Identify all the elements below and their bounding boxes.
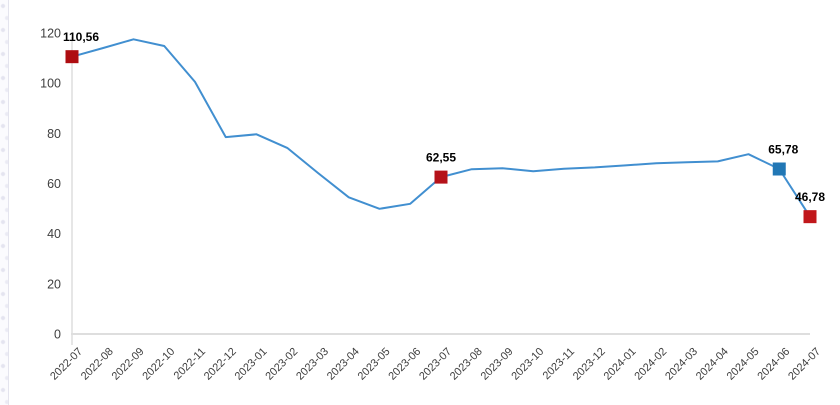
x-tick-label: 2023-11 — [541, 346, 577, 382]
data-point-value-label: 62,55 — [426, 151, 456, 165]
x-tick-label: 2024-03 — [663, 346, 700, 383]
data-point-value-label: 46,78 — [795, 190, 825, 204]
x-tick-label: 2024-04 — [694, 346, 731, 383]
x-tick-label: 2024-07 — [786, 346, 823, 383]
data-point-marker[interactable] — [772, 162, 786, 176]
y-tick-label: 80 — [47, 127, 61, 141]
x-tick-label: 2022-09 — [110, 346, 147, 383]
x-tick-label: 2023-10 — [509, 346, 546, 383]
x-tick-label: 2023-05 — [356, 346, 393, 383]
y-tick-label: 40 — [47, 227, 61, 241]
x-tick-label: 2024-05 — [725, 346, 762, 383]
x-tick-label: 2022-11 — [172, 346, 208, 382]
x-tick-label: 2023-08 — [448, 346, 485, 383]
x-tick-label: 2023-06 — [386, 346, 423, 383]
data-point-marker[interactable] — [65, 50, 79, 64]
data-point-marker[interactable] — [803, 210, 817, 224]
data-line — [71, 38, 811, 218]
x-tick-label: 2023-03 — [294, 346, 331, 383]
data-point-value-label: 110,56 — [63, 30, 99, 44]
x-tick-label: 2023-07 — [417, 346, 454, 383]
x-tick-label: 2022-08 — [79, 346, 116, 383]
data-point-value-label: 65,78 — [768, 143, 798, 157]
x-tick-label: 2023-04 — [325, 346, 362, 383]
y-tick-label: 20 — [47, 277, 61, 291]
y-tick-label: 60 — [47, 177, 61, 191]
page-edge-pattern — [0, 0, 9, 405]
y-tick-label: 100 — [40, 77, 61, 91]
x-tick-label: 2023-09 — [479, 346, 516, 383]
x-tick-label: 2022-07 — [48, 346, 85, 383]
x-tick-label: 2022-12 — [202, 346, 239, 383]
x-tick-label: 2023-12 — [571, 346, 608, 383]
x-tick-label: 2024-01 — [602, 346, 639, 383]
x-tick-label: 2023-01 — [233, 346, 270, 383]
x-tick-label: 2024-06 — [755, 346, 792, 383]
x-tick-label: 2024-02 — [632, 346, 669, 383]
y-tick-label: 0 — [54, 328, 61, 342]
y-tick-label: 120 — [40, 27, 61, 41]
x-tick-label: 2023-02 — [263, 346, 300, 383]
x-tick-label: 2022-10 — [140, 346, 177, 383]
data-point-marker[interactable] — [434, 170, 448, 184]
